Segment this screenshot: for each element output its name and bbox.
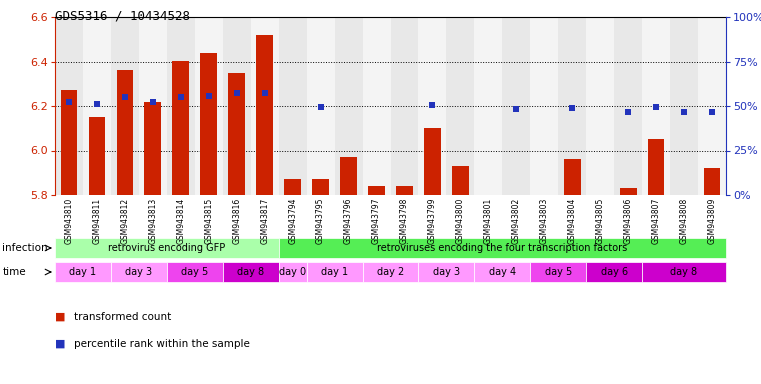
Bar <box>642 17 670 195</box>
Text: GSM943806: GSM943806 <box>624 198 632 244</box>
Bar <box>586 17 614 195</box>
Text: day 5: day 5 <box>181 267 209 277</box>
Bar <box>614 17 642 195</box>
Text: GSM943803: GSM943803 <box>540 198 549 244</box>
Bar <box>195 17 223 195</box>
Bar <box>55 17 83 195</box>
Bar <box>200 53 217 195</box>
Bar <box>396 186 413 195</box>
Text: GSM943804: GSM943804 <box>568 198 577 244</box>
Text: day 1: day 1 <box>321 267 348 277</box>
Bar <box>145 101 161 195</box>
Bar <box>228 73 245 195</box>
Text: GSM943812: GSM943812 <box>120 198 129 244</box>
Bar <box>335 17 362 195</box>
Text: GSM943799: GSM943799 <box>428 198 437 245</box>
Text: GSM943798: GSM943798 <box>400 198 409 244</box>
Text: GSM943795: GSM943795 <box>316 198 325 245</box>
Text: ■: ■ <box>55 312 69 322</box>
Bar <box>648 139 664 195</box>
Bar <box>223 17 250 195</box>
Text: GSM943817: GSM943817 <box>260 198 269 244</box>
Bar <box>111 17 139 195</box>
Text: GSM943814: GSM943814 <box>177 198 186 244</box>
Bar <box>139 17 167 195</box>
Bar <box>536 195 552 253</box>
Text: day 6: day 6 <box>600 267 628 277</box>
Text: GSM943802: GSM943802 <box>512 198 521 244</box>
Bar <box>502 17 530 195</box>
Bar <box>704 168 721 195</box>
Text: day 8: day 8 <box>670 267 698 277</box>
Text: GSM943805: GSM943805 <box>596 198 605 244</box>
Bar <box>285 179 301 195</box>
Text: day 3: day 3 <box>433 267 460 277</box>
Bar <box>390 17 419 195</box>
Bar <box>447 17 474 195</box>
Text: GSM943813: GSM943813 <box>148 198 158 244</box>
Bar <box>167 17 195 195</box>
Text: infection: infection <box>2 243 48 253</box>
Bar <box>698 17 726 195</box>
Bar <box>340 157 357 195</box>
Text: day 8: day 8 <box>237 267 264 277</box>
Bar <box>592 195 609 246</box>
Text: day 2: day 2 <box>377 267 404 277</box>
Text: GSM943816: GSM943816 <box>232 198 241 244</box>
Bar <box>564 159 581 195</box>
Text: day 3: day 3 <box>126 267 152 277</box>
Text: GSM943796: GSM943796 <box>344 198 353 245</box>
Bar <box>670 17 698 195</box>
Bar <box>368 186 385 195</box>
Text: day 5: day 5 <box>545 267 572 277</box>
Bar <box>530 17 559 195</box>
Text: day 0: day 0 <box>279 267 306 277</box>
Bar <box>452 166 469 195</box>
Text: transformed count: transformed count <box>74 312 171 322</box>
Bar <box>312 179 329 195</box>
Text: day 1: day 1 <box>69 267 97 277</box>
Text: percentile rank within the sample: percentile rank within the sample <box>74 339 250 349</box>
Text: GSM943800: GSM943800 <box>456 198 465 244</box>
Bar <box>116 70 133 195</box>
Bar <box>474 17 502 195</box>
Bar <box>307 17 335 195</box>
Bar <box>83 17 111 195</box>
Bar <box>173 61 189 195</box>
Bar <box>559 17 586 195</box>
Bar <box>676 195 693 244</box>
Text: time: time <box>2 267 26 277</box>
Bar <box>250 17 279 195</box>
Text: day 4: day 4 <box>489 267 516 277</box>
Text: GSM943811: GSM943811 <box>92 198 101 244</box>
Bar <box>61 90 78 195</box>
Text: GSM943809: GSM943809 <box>708 198 717 244</box>
Text: GDS5316 / 10434528: GDS5316 / 10434528 <box>55 10 190 23</box>
Bar <box>424 128 441 195</box>
Text: retroviruses encoding the four transcription factors: retroviruses encoding the four transcrip… <box>377 243 628 253</box>
Text: GSM943794: GSM943794 <box>288 198 297 245</box>
Bar <box>619 188 636 195</box>
Text: GSM943801: GSM943801 <box>484 198 493 244</box>
Text: GSM943807: GSM943807 <box>651 198 661 244</box>
Bar <box>256 35 273 195</box>
Text: retrovirus encoding GFP: retrovirus encoding GFP <box>108 243 225 253</box>
Text: GSM943797: GSM943797 <box>372 198 381 245</box>
Bar <box>362 17 390 195</box>
Text: GSM943808: GSM943808 <box>680 198 689 244</box>
Bar <box>508 195 524 255</box>
Bar <box>279 17 307 195</box>
Text: ■: ■ <box>55 339 69 349</box>
Text: GSM943810: GSM943810 <box>65 198 74 244</box>
Bar <box>419 17 447 195</box>
Bar <box>480 195 497 255</box>
Text: GSM943815: GSM943815 <box>204 198 213 244</box>
Bar <box>88 117 105 195</box>
